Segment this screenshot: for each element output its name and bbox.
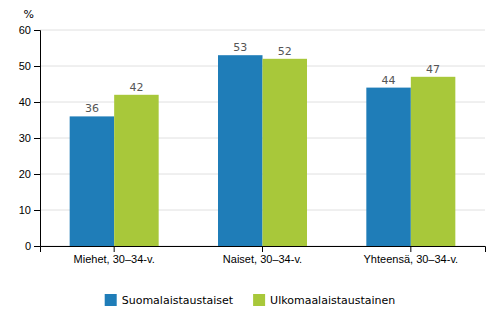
tick: Yhteensä, 30–34-v.: [364, 246, 459, 265]
tick-label: Yhteensä, 30–34-v.: [364, 253, 459, 265]
tick: 0: [25, 240, 40, 252]
data-label: 52: [278, 45, 292, 58]
tick: 40: [19, 96, 40, 108]
tick-mark: [34, 102, 40, 103]
legend-swatch: [253, 294, 265, 306]
tick: 20: [19, 168, 40, 180]
data-label: 53: [233, 41, 247, 54]
tick-mark: [410, 246, 411, 252]
chart: 36 53 44 42 52 47 0 10 20 30 40 50 60% Miehet, 30–34-…: [0, 0, 500, 320]
y-axis-label: %: [24, 8, 34, 21]
plot: 36 53 44 42 52 47 0 10 20 30 40 50 60% Miehet, 30–34-…: [19, 8, 486, 265]
legend-swatch: [105, 294, 117, 306]
bar: [263, 59, 308, 246]
tick-mark: [34, 30, 40, 31]
axis-line: [41, 247, 486, 253]
tick-mark: [34, 246, 40, 247]
grid: [40, 30, 485, 246]
tick-label: 30: [19, 132, 31, 144]
legend: Suomalaistaustaiset Ulkomaalaistaustainen: [105, 294, 396, 307]
tick-label: 20: [19, 168, 31, 180]
tick-label: Naiset, 30–34-v.: [223, 253, 302, 265]
tick-label: 60: [19, 24, 31, 36]
axis-line: [34, 31, 41, 247]
bar: [411, 77, 456, 246]
grid-line: [40, 30, 485, 31]
tick-mark: [34, 66, 40, 67]
legend-item: Suomalaistaustaiset: [105, 294, 234, 307]
tick-mark: [114, 246, 115, 252]
bar: [70, 116, 115, 246]
x-axis: Miehet, 30–34-v. Naiset, 30–34-v. Yhteensä…: [41, 246, 486, 265]
legend-label: Ulkomaalaistaustainen: [270, 294, 395, 307]
tick: Miehet, 30–34-v.: [74, 246, 155, 265]
bar: [366, 88, 411, 246]
tick-mark: [34, 138, 40, 139]
tick: 10: [19, 204, 40, 216]
data-label: 47: [426, 63, 440, 76]
tick-label: 50: [19, 60, 31, 72]
legend-item: Ulkomaalaistaustainen: [253, 294, 395, 307]
bar: [114, 95, 158, 246]
data-labels: 36 53 44 42 52 47: [85, 41, 440, 115]
tick-mark: [262, 246, 263, 252]
bars: [70, 55, 456, 246]
data-label: 42: [129, 81, 143, 94]
legend-label: Suomalaistaustaiset: [122, 294, 234, 307]
tick: 30: [19, 132, 40, 144]
tick: Naiset, 30–34-v.: [223, 246, 302, 265]
tick-label: 40: [19, 96, 31, 108]
data-label: 36: [85, 102, 99, 115]
tick-mark: [34, 174, 40, 175]
tick-label: 0: [25, 240, 31, 252]
y-axis: 0 10 20 30 40 50 60: [19, 24, 41, 252]
tick: 50: [19, 60, 40, 72]
tick-mark: [34, 210, 40, 211]
data-label: 44: [382, 74, 396, 87]
tick-label: Miehet, 30–34-v.: [74, 253, 155, 265]
tick-label: 10: [19, 204, 31, 216]
tick: 60: [19, 24, 40, 36]
bar: [218, 55, 263, 246]
